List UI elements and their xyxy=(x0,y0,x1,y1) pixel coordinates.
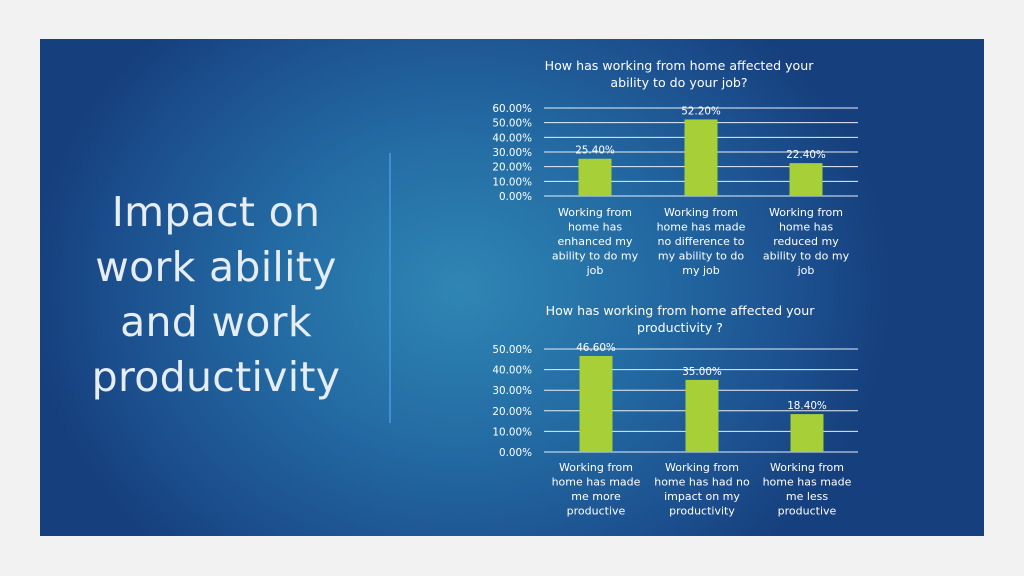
bar xyxy=(580,356,613,452)
category-label: Working from xyxy=(559,461,633,474)
category-label: productive xyxy=(778,505,837,518)
chart-title: How has working from home affected your xyxy=(546,303,816,318)
category-label: me more xyxy=(571,490,621,503)
y-tick-label: 50.00% xyxy=(492,344,532,356)
category-label: me less xyxy=(786,490,829,503)
y-tick-label: 40.00% xyxy=(492,365,532,377)
category-label: home has made xyxy=(763,476,852,489)
category-label: productive xyxy=(567,505,626,518)
bar xyxy=(791,414,824,452)
category-label: home has made xyxy=(552,476,641,489)
data-label: 35.00% xyxy=(682,366,722,378)
y-tick-label: 10.00% xyxy=(492,426,532,438)
category-label: impact on my xyxy=(664,490,740,503)
category-label: home has had no xyxy=(654,476,750,489)
slide: Impact on work ability and work producti… xyxy=(40,39,984,536)
y-tick-label: 20.00% xyxy=(492,406,532,418)
data-label: 46.60% xyxy=(576,342,616,354)
category-label: productivity xyxy=(669,505,735,518)
bar xyxy=(686,380,719,452)
chart-title: productivity ? xyxy=(637,320,723,335)
productivity-chart: How has working from home affected your p… xyxy=(40,39,984,536)
y-tick-label: 0.00% xyxy=(499,447,532,459)
data-label: 18.40% xyxy=(787,400,827,412)
category-label: Working from xyxy=(665,461,739,474)
y-tick-label: 30.00% xyxy=(492,385,532,397)
category-label: Working from xyxy=(770,461,844,474)
